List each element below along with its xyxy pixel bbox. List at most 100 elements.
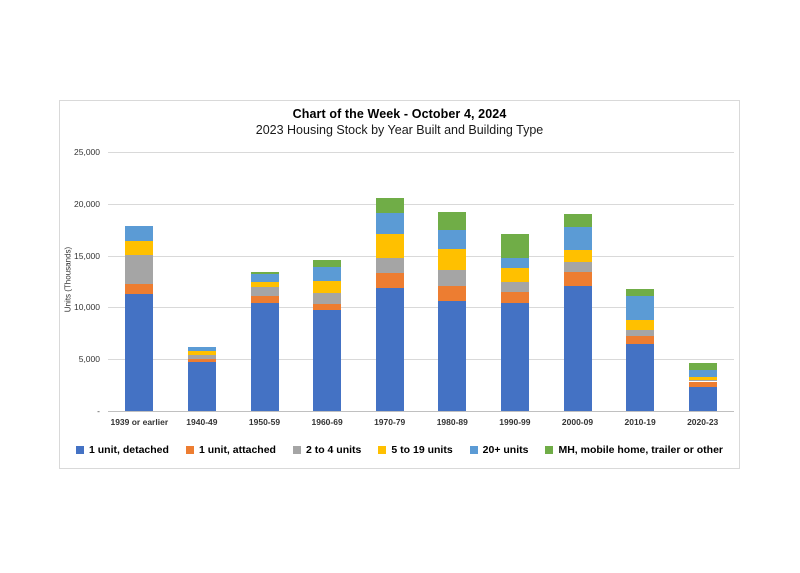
x-tick-label: 1990-99 [499, 417, 531, 427]
bar-segment [125, 241, 154, 255]
bar-segment [563, 271, 592, 286]
bar-segment [438, 229, 467, 250]
legend-label: 1 unit, detached [89, 444, 169, 456]
x-tick-label: 1940-49 [186, 417, 218, 427]
x-tick-label: 2010-19 [624, 417, 656, 427]
bar-segment [500, 291, 529, 303]
y-tick-label: 5,000 [78, 354, 100, 365]
bar-segment [125, 254, 154, 285]
legend-swatch [292, 446, 301, 454]
y-tick-label: 10,000 [74, 302, 100, 313]
legend-swatch [378, 446, 387, 454]
y-tick-label: 15,000 [74, 250, 100, 261]
legend: 1 unit, detached 1 unit, attached 2 to 4 u… [60, 444, 739, 456]
chart-subtitle: 2023 Housing Stock by Year Built and Bui… [255, 123, 544, 137]
bar-segment [500, 233, 529, 258]
bar-segment [688, 369, 717, 378]
legend-item: 1 unit, detached [76, 444, 169, 456]
legend-swatch [469, 446, 478, 454]
bar-segment [688, 380, 717, 382]
bar-segment [500, 302, 529, 411]
bar-segment [313, 267, 342, 281]
bar-segment [250, 281, 279, 288]
bar-segment [375, 287, 404, 411]
bar-segment [250, 303, 279, 411]
bar-segment [125, 293, 154, 411]
legend-swatch [185, 446, 194, 454]
gridline [108, 255, 734, 257]
bar-segment [563, 226, 592, 251]
x-tick-label: 1960-69 [311, 417, 343, 427]
bar-segment [438, 286, 467, 301]
bar-segment [187, 362, 216, 411]
plot-area: - 5,000 10,000 15,000 20,000 25,000 1939 or e… [74, 147, 734, 427]
gridline [108, 411, 734, 412]
legend-swatch [545, 446, 554, 454]
gridline [108, 359, 734, 361]
x-tick-label: 1939 or earlier [110, 417, 169, 427]
bar-segment [688, 381, 717, 388]
legend-swatch [76, 446, 84, 454]
bar-segment [563, 214, 592, 227]
bar-segment [313, 310, 342, 411]
gridline [108, 203, 734, 205]
bar-segment [187, 359, 216, 363]
bar-segment [313, 260, 342, 267]
bar-segment [626, 330, 655, 336]
legend-label: 1 unit, attached [198, 444, 276, 456]
bar-segment [375, 197, 404, 214]
bar-segment [438, 249, 467, 271]
x-tick-label: 2000-09 [561, 417, 594, 427]
bar-segment [626, 288, 655, 297]
bar-segment [313, 281, 342, 294]
legend-item: 2 to 4 units [292, 444, 362, 456]
legend-label: 20+ units [482, 444, 529, 456]
legend-item: 20+ units [469, 444, 529, 456]
bar-segment [438, 211, 467, 230]
bar-segment [688, 377, 717, 381]
bar-segment [626, 296, 655, 321]
bar-segment [187, 354, 216, 360]
bar-segment [250, 271, 279, 274]
bar-segment [125, 226, 154, 242]
x-tick-label: 2020-23 [687, 417, 719, 427]
bar-segment [563, 261, 592, 272]
y-axis-title: Units (Thousands) [63, 246, 73, 313]
y-tick-label: 25,000 [74, 147, 100, 157]
bar-segment [626, 335, 655, 345]
y-tick-label: 20,000 [74, 198, 100, 209]
bar-segment [500, 268, 529, 282]
bar-segment [187, 347, 216, 351]
bar-segment [438, 300, 467, 411]
bar-segment [563, 250, 592, 262]
chart-title: Chart of the Week - October 4, 2024 [292, 107, 507, 121]
chart-panel: Chart of the Week - October 4, 2024 2023… [59, 100, 740, 469]
bar-segment [187, 350, 216, 355]
x-tick-label: 1970-79 [374, 417, 406, 427]
y-tick-label: - [97, 406, 100, 416]
legend-label: MH, mobile home, trailer or other [558, 444, 723, 456]
bar-segment [500, 281, 529, 292]
bar-segment [626, 344, 655, 411]
bar-segment [375, 233, 404, 259]
bar-segment [626, 320, 655, 331]
bar-segment [375, 258, 404, 273]
bar-segment [688, 387, 717, 411]
x-tick-label: 1950-59 [248, 417, 281, 427]
bar-segment [250, 273, 279, 282]
gridline [108, 307, 734, 309]
bar-segment [125, 284, 154, 294]
bar-segment [375, 213, 404, 234]
legend-label: 2 to 4 units [305, 444, 362, 456]
x-tick-label: 1980-89 [436, 417, 468, 427]
gridline [108, 152, 734, 153]
legend-label: 5 to 19 units [391, 444, 453, 456]
bar-segment [438, 270, 467, 287]
bar-segment [250, 295, 279, 304]
bar-segment [250, 287, 279, 296]
bar-segment [375, 272, 404, 288]
bar-segment [500, 257, 529, 269]
bar-segment [313, 293, 342, 304]
legend-item: MH, mobile home, trailer or other [545, 444, 723, 456]
